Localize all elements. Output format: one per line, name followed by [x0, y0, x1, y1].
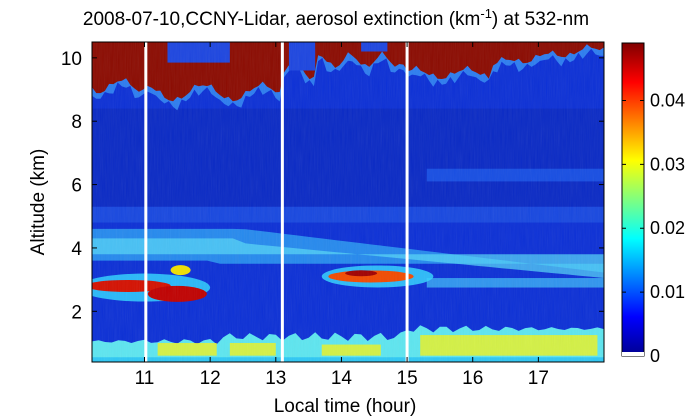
plot-frame	[91, 41, 605, 363]
y-tick-label: 4	[71, 239, 82, 260]
noise-overlay	[92, 42, 604, 362]
x-axis-label: Local time (hour)	[274, 396, 417, 417]
colorbar-tick-label: 0	[650, 346, 660, 366]
x-axis-ticks: 11 12 13 14 15 16 17	[135, 42, 549, 389]
x-tick-label: 11	[135, 368, 155, 389]
y-tick-label: 2	[71, 302, 82, 323]
x-tick-label: 14	[331, 368, 353, 389]
y-axis-ticks: 2 4 6 8 10	[61, 49, 604, 323]
data-gaps	[144, 42, 409, 362]
data-gap-line	[144, 42, 148, 362]
x-tick-label: 15	[397, 368, 418, 389]
x-tick-label: 13	[265, 368, 286, 389]
colorbar-tick-label: 0.01	[650, 282, 685, 302]
y-axis-label: Altitude (km)	[28, 149, 49, 256]
y-tick-label: 10	[61, 49, 82, 70]
colorbar-zero-cap	[622, 352, 644, 356]
data-gap-line	[405, 42, 409, 362]
x-tick-label: 17	[528, 368, 549, 389]
x-tick-label: 16	[462, 368, 483, 389]
x-tick-label: 12	[200, 368, 221, 389]
y-tick-label: 6	[71, 176, 82, 197]
colorbar-tick-label: 0.03	[650, 154, 685, 174]
colorbar-tick-label: 0.02	[650, 218, 685, 238]
colorbar	[621, 42, 645, 357]
data-gap-line	[280, 42, 284, 362]
colorbar-ticks: 0 0.01 0.02 0.03 0.04	[622, 90, 685, 366]
colorbar-tick-label: 0.04	[650, 90, 685, 110]
y-tick-label: 8	[71, 112, 82, 133]
chart-title: 2008-07-10,CCNY-Lidar, aerosol extinctio…	[83, 6, 589, 30]
